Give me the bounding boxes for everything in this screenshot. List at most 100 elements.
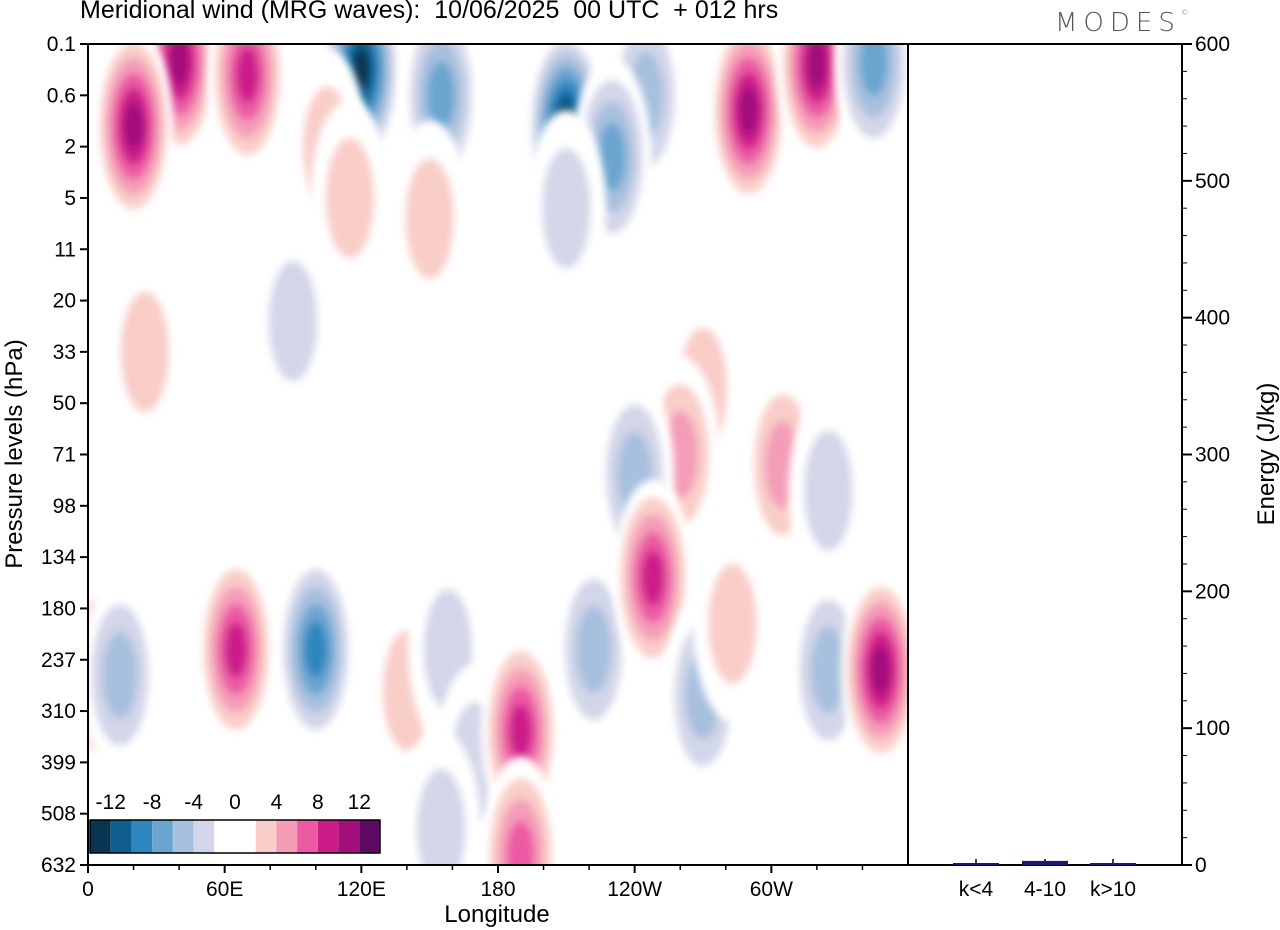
energy-category-label: k<4 <box>959 878 994 901</box>
longitude-tick-label: 120E <box>337 878 386 901</box>
contour-band <box>576 605 612 694</box>
pressure-tick-label: 2 <box>64 136 76 159</box>
heatmap-contours <box>88 44 908 865</box>
energy-tick-label: 400 <box>1195 307 1230 330</box>
contour-feature <box>554 551 634 748</box>
pressure-tick-label: 71 <box>53 444 76 467</box>
colorbar-swatch <box>255 820 277 853</box>
contour-band <box>641 549 665 606</box>
contour-band <box>598 122 626 191</box>
longitude-axis: 0 60E 120E 180 120W 60W <box>82 865 864 901</box>
longitude-tick-label: 60W <box>750 878 793 901</box>
colorbar-swatch <box>110 820 132 853</box>
contour-feature <box>105 253 185 450</box>
chart-title: Meridional wind (MRG waves): 10/06/2025 … <box>80 0 779 24</box>
energy-axis-label: Energy (J/kg) <box>1253 383 1280 526</box>
energy-bar <box>1022 860 1068 865</box>
contour-band <box>507 820 535 865</box>
contour-band <box>123 102 144 150</box>
contour-band <box>405 158 455 279</box>
pressure-tick-label: 399 <box>41 751 76 774</box>
colorbar-swatch <box>297 820 318 853</box>
contour-feature <box>310 99 390 296</box>
contour-feature <box>834 44 908 160</box>
colorbar-swatch <box>193 820 215 853</box>
contour-band <box>352 49 370 91</box>
contour-feature <box>88 577 160 774</box>
energy-tick-label: 500 <box>1195 170 1230 193</box>
contour-band <box>325 137 375 259</box>
contour-feature <box>708 44 789 209</box>
energy-bar <box>1090 863 1136 865</box>
colorbar-swatch <box>276 820 298 853</box>
contour-feature <box>693 525 773 722</box>
energy-category-label: k>10 <box>1090 878 1136 901</box>
colorbar-tick-label: -8 <box>143 791 162 814</box>
pressure-tick-label: 50 <box>53 392 76 415</box>
energy-tick-label: 0 <box>1195 854 1207 877</box>
colorbar-frame <box>89 819 381 854</box>
colorbar-tick-label: 0 <box>229 791 241 814</box>
contour-band <box>224 621 248 678</box>
colorbar-swatch <box>131 820 153 853</box>
contour-feature <box>526 110 606 307</box>
pressure-tick-label: 98 <box>53 495 76 518</box>
pressure-axis: 0.1 0.6 2 5 11 20 33 50 71 98 134 180 237 310 399 508 63… <box>41 33 88 877</box>
pressure-tick-label: 0.1 <box>47 33 76 56</box>
colorbar-swatch <box>90 820 111 853</box>
contour-feature <box>401 731 481 865</box>
pressure-tick-label: 632 <box>41 854 76 877</box>
longitude-tick-label: 120W <box>607 878 662 901</box>
contour-feature <box>777 44 857 163</box>
colorbar: -12 -8 -4 0 4 8 12 <box>89 791 381 854</box>
x-axis-label: Longitude <box>444 901 549 928</box>
contour-band <box>708 563 757 685</box>
logo-mark: © <box>1180 8 1189 17</box>
colorbar-tick-label: 8 <box>312 791 324 814</box>
colorbar-swatch <box>338 820 360 853</box>
longitude-tick-label: 60E <box>206 878 243 901</box>
contour-band <box>304 621 328 678</box>
contour-feature <box>253 223 333 420</box>
contour-feature <box>196 551 276 748</box>
contour-band <box>541 147 591 269</box>
energy-bar <box>953 863 999 865</box>
colorbar-swatch <box>359 820 380 853</box>
colorbar-tick-label: -12 <box>96 791 126 814</box>
colorbar-tick-label: 4 <box>271 791 283 814</box>
contour-feature <box>613 479 693 676</box>
pressure-tick-label: 33 <box>53 341 76 364</box>
contour-band <box>871 646 891 694</box>
colorbar-tick-label: 12 <box>348 791 371 814</box>
contour-band <box>268 260 318 382</box>
longitude-tick-label: 180 <box>480 878 515 901</box>
energy-tick-label: 100 <box>1195 717 1230 740</box>
energy-axis: 0 100 200 300 400 500 600 <box>1182 33 1230 877</box>
contour-band <box>738 86 759 135</box>
energy-tick-label: 600 <box>1195 33 1230 56</box>
energy-category-label: 4-10 <box>1024 878 1066 901</box>
logo-text: MODES <box>1055 8 1181 38</box>
contour-band <box>427 61 455 130</box>
longitude-tick-label: 0 <box>82 878 94 901</box>
colorbar-swatch <box>172 820 194 853</box>
contour-feature <box>788 392 868 589</box>
contour-band <box>807 44 827 89</box>
pressure-tick-label: 508 <box>41 803 76 826</box>
colorbar-tick-label: -4 <box>184 791 203 814</box>
contour-feature <box>207 44 288 173</box>
pressure-tick-label: 310 <box>41 700 76 723</box>
colorbar-swatch <box>317 820 339 853</box>
pressure-tick-label: 11 <box>54 238 76 261</box>
contour-band <box>236 46 259 103</box>
contour-band <box>810 626 846 714</box>
contour-band <box>509 703 533 760</box>
pressure-tick-label: 134 <box>41 546 76 569</box>
contour-band <box>803 430 853 551</box>
pressure-tick-label: 20 <box>53 290 76 313</box>
energy-tick-label: 200 <box>1195 580 1230 603</box>
pressure-tick-label: 0.6 <box>47 84 76 107</box>
contour-band <box>120 291 170 413</box>
energy-panel-frame <box>907 43 1183 866</box>
